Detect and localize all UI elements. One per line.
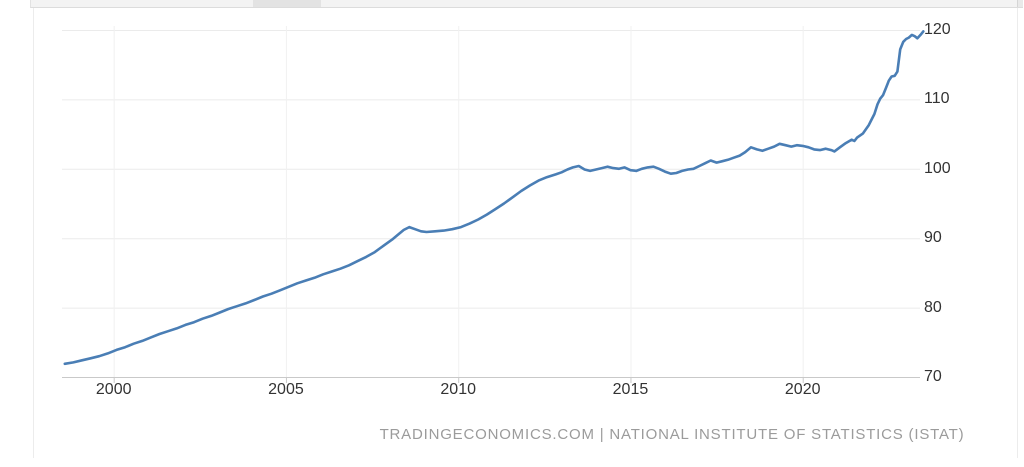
top-toolbar-strip (30, 0, 1023, 8)
x-axis-tick-label: 2020 (784, 381, 821, 398)
x-axis-tick-label: 2010 (440, 381, 476, 398)
chart-source-attribution: TRADINGECONOMICS.COM | NATIONAL INSTITUT… (379, 426, 965, 443)
x-axis-tick-label: 2015 (612, 381, 649, 398)
y-axis-tick-label: 120 (924, 21, 951, 38)
y-axis-tick-label: 100 (924, 159, 951, 177)
data-series-line[interactable] (63, 30, 925, 366)
toolbar-tab-remnant (253, 0, 321, 7)
scrollbar-top-remnant (1017, 0, 1023, 7)
y-axis-tick-label: 70 (924, 368, 942, 385)
y-axis-tick-label: 90 (924, 229, 942, 247)
x-axis-tick-label: 2000 (95, 381, 132, 398)
y-axis-tick-label: 80 (924, 298, 942, 316)
x-axis-tick-label: 2005 (268, 381, 304, 398)
chart-card (33, 8, 1018, 458)
y-axis-tick-label: 110 (924, 90, 950, 108)
